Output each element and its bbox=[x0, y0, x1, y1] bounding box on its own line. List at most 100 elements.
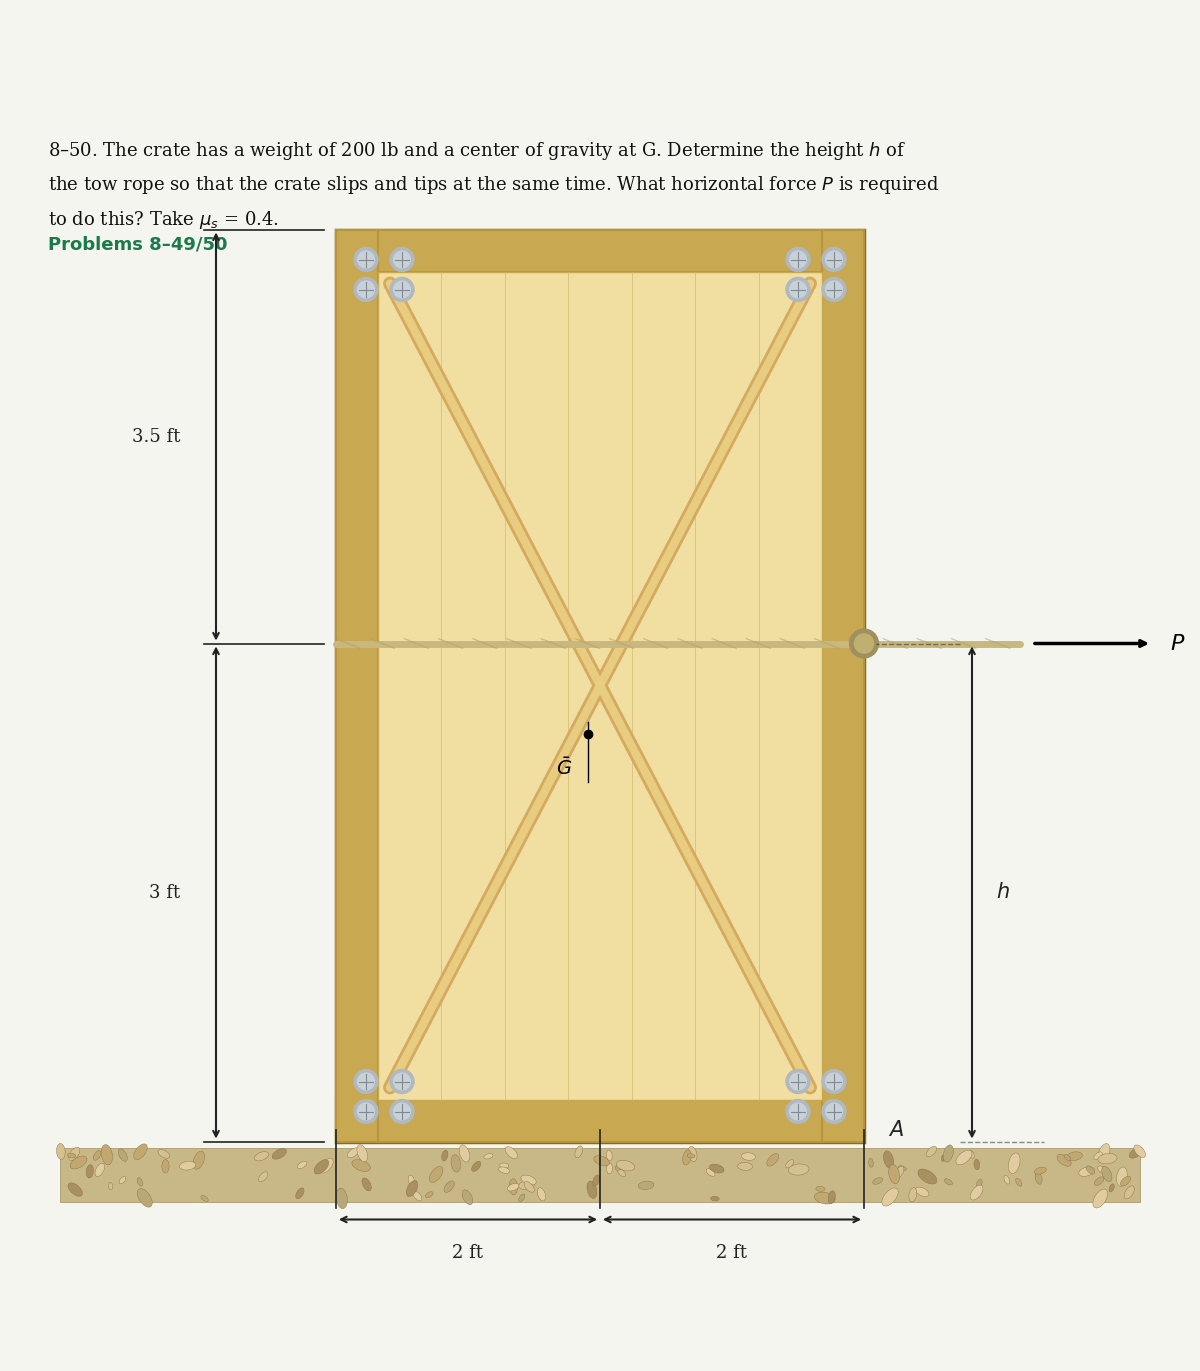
Ellipse shape bbox=[617, 1160, 635, 1171]
Circle shape bbox=[786, 1069, 810, 1094]
Ellipse shape bbox=[362, 1178, 371, 1191]
Ellipse shape bbox=[974, 1158, 979, 1169]
Circle shape bbox=[390, 248, 414, 271]
Ellipse shape bbox=[1129, 1148, 1142, 1158]
Ellipse shape bbox=[444, 1180, 455, 1193]
Circle shape bbox=[826, 251, 842, 267]
Ellipse shape bbox=[430, 1167, 443, 1182]
Ellipse shape bbox=[587, 1180, 596, 1198]
Ellipse shape bbox=[67, 1153, 76, 1158]
Ellipse shape bbox=[689, 1146, 697, 1161]
Ellipse shape bbox=[524, 1182, 534, 1193]
Ellipse shape bbox=[109, 1182, 113, 1190]
Circle shape bbox=[826, 281, 842, 298]
Ellipse shape bbox=[638, 1180, 654, 1190]
Ellipse shape bbox=[872, 1178, 883, 1185]
Ellipse shape bbox=[119, 1149, 127, 1161]
Text: $h$: $h$ bbox=[996, 883, 1010, 902]
Ellipse shape bbox=[70, 1156, 86, 1169]
Ellipse shape bbox=[442, 1150, 448, 1161]
Ellipse shape bbox=[606, 1150, 612, 1161]
Ellipse shape bbox=[816, 1186, 824, 1191]
Ellipse shape bbox=[180, 1161, 196, 1169]
Ellipse shape bbox=[119, 1176, 126, 1183]
Circle shape bbox=[822, 1100, 846, 1123]
FancyBboxPatch shape bbox=[336, 229, 864, 1142]
Ellipse shape bbox=[407, 1180, 418, 1197]
Ellipse shape bbox=[1124, 1186, 1134, 1198]
Ellipse shape bbox=[1109, 1185, 1115, 1191]
Ellipse shape bbox=[1116, 1167, 1127, 1186]
Ellipse shape bbox=[1057, 1154, 1072, 1167]
Ellipse shape bbox=[1094, 1176, 1104, 1186]
Circle shape bbox=[394, 1104, 410, 1120]
Circle shape bbox=[390, 277, 414, 302]
Ellipse shape bbox=[56, 1143, 65, 1160]
Text: $P$: $P$ bbox=[1170, 632, 1186, 654]
Circle shape bbox=[358, 251, 374, 267]
Ellipse shape bbox=[738, 1163, 752, 1171]
Ellipse shape bbox=[815, 1193, 835, 1204]
Ellipse shape bbox=[941, 1154, 946, 1161]
Ellipse shape bbox=[828, 1191, 835, 1204]
Ellipse shape bbox=[505, 1146, 517, 1158]
Ellipse shape bbox=[1079, 1167, 1094, 1176]
Ellipse shape bbox=[926, 1146, 937, 1157]
Circle shape bbox=[786, 248, 810, 271]
Text: Problems 8–49/50: Problems 8–49/50 bbox=[48, 236, 228, 254]
Ellipse shape bbox=[943, 1145, 954, 1163]
Ellipse shape bbox=[408, 1175, 414, 1186]
Ellipse shape bbox=[889, 1164, 900, 1183]
Ellipse shape bbox=[970, 1150, 974, 1158]
Ellipse shape bbox=[499, 1163, 509, 1168]
Ellipse shape bbox=[518, 1194, 524, 1202]
Circle shape bbox=[790, 281, 806, 298]
FancyBboxPatch shape bbox=[336, 229, 864, 271]
Ellipse shape bbox=[158, 1150, 169, 1158]
Circle shape bbox=[786, 1100, 810, 1123]
Circle shape bbox=[354, 1100, 378, 1123]
Text: 8–50. The crate has a weight of 200 lb and a center of gravity at G. Determine t: 8–50. The crate has a weight of 200 lb a… bbox=[48, 140, 940, 232]
Ellipse shape bbox=[86, 1164, 94, 1178]
Ellipse shape bbox=[320, 1158, 334, 1174]
Ellipse shape bbox=[1015, 1178, 1022, 1186]
Ellipse shape bbox=[484, 1153, 493, 1158]
Ellipse shape bbox=[101, 1145, 113, 1165]
Circle shape bbox=[790, 251, 806, 267]
Ellipse shape bbox=[616, 1160, 625, 1171]
Ellipse shape bbox=[499, 1167, 510, 1174]
Ellipse shape bbox=[1067, 1152, 1082, 1160]
Text: 2 ft: 2 ft bbox=[716, 1243, 748, 1261]
Ellipse shape bbox=[742, 1153, 756, 1160]
Ellipse shape bbox=[425, 1191, 433, 1198]
Ellipse shape bbox=[162, 1160, 169, 1174]
Ellipse shape bbox=[1034, 1167, 1046, 1174]
Text: 3.5 ft: 3.5 ft bbox=[132, 428, 180, 446]
Ellipse shape bbox=[607, 1163, 612, 1174]
Ellipse shape bbox=[788, 1164, 809, 1175]
FancyBboxPatch shape bbox=[378, 271, 822, 1100]
Text: $A$: $A$ bbox=[888, 1120, 904, 1139]
Ellipse shape bbox=[272, 1149, 287, 1158]
Ellipse shape bbox=[336, 1189, 347, 1209]
Ellipse shape bbox=[193, 1152, 204, 1169]
Text: 3 ft: 3 ft bbox=[149, 883, 180, 902]
Ellipse shape bbox=[1134, 1145, 1146, 1157]
Circle shape bbox=[394, 281, 410, 298]
Ellipse shape bbox=[956, 1150, 972, 1165]
Ellipse shape bbox=[1008, 1153, 1020, 1174]
Circle shape bbox=[822, 277, 846, 302]
Ellipse shape bbox=[1086, 1165, 1094, 1174]
Ellipse shape bbox=[472, 1161, 481, 1171]
FancyBboxPatch shape bbox=[336, 1100, 864, 1142]
Circle shape bbox=[358, 1073, 374, 1090]
Ellipse shape bbox=[68, 1183, 83, 1197]
Circle shape bbox=[394, 1073, 410, 1090]
Ellipse shape bbox=[314, 1160, 329, 1174]
Ellipse shape bbox=[594, 1156, 610, 1165]
Ellipse shape bbox=[918, 1169, 937, 1185]
Ellipse shape bbox=[356, 1145, 367, 1161]
Circle shape bbox=[358, 281, 374, 298]
Circle shape bbox=[354, 277, 378, 302]
Ellipse shape bbox=[977, 1179, 982, 1189]
